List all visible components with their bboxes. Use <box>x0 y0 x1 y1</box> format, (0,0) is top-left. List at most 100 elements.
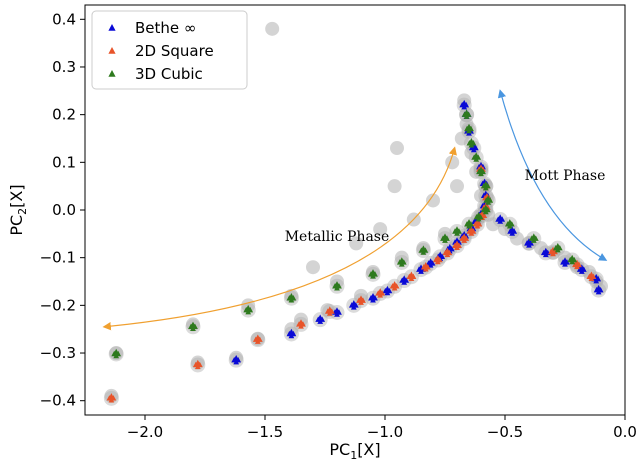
point-0-29-2 <box>562 257 568 263</box>
x-tick-label-4: 0.0 <box>613 423 637 441</box>
point-0-11-2 <box>446 243 453 250</box>
y-axis-ticks: −0.4 −0.3 −0.2 −0.1 0.0 0.1 0.2 0.3 0.4 <box>40 10 85 410</box>
point-0-27-2 <box>526 238 532 244</box>
point-2-5-3 <box>370 273 376 279</box>
point-2-2-2 <box>245 304 252 311</box>
point-1-10-3 <box>434 258 441 265</box>
point-1-9-2 <box>422 262 429 268</box>
point-2-18-3 <box>466 127 472 134</box>
point-2-11-2 <box>475 211 482 218</box>
point-2-10-3 <box>466 223 472 229</box>
point-2-0-2 <box>113 348 120 355</box>
point-2-20-2 <box>506 219 513 225</box>
point-1-4-3 <box>326 310 333 316</box>
point-2-2-3 <box>245 308 252 315</box>
point-2-7-3 <box>420 249 427 255</box>
point-2-1-3 <box>190 325 196 332</box>
point-0-1-3 <box>288 332 295 339</box>
x-tick-label-3: −0.5 <box>487 423 523 441</box>
point-2-20-3 <box>506 223 513 229</box>
point-1-3-3 <box>298 323 304 329</box>
legend-label-1: 2D Square <box>135 42 214 60</box>
point-2-21-2 <box>530 233 537 239</box>
point-0-5-2 <box>370 292 376 299</box>
point-2-22-2 <box>554 242 561 249</box>
y-tick-label-0: −0.4 <box>40 392 76 410</box>
cloud-point-7 <box>265 21 280 36</box>
point-0-9-3 <box>427 262 434 268</box>
point-2-7-2 <box>420 245 427 251</box>
legend-marker-0 <box>108 24 116 31</box>
point-0-0-3 <box>233 358 240 365</box>
point-1-2-3 <box>254 338 261 344</box>
point-0-4-2 <box>350 300 357 306</box>
point-0-32-2 <box>595 284 602 291</box>
cloud-point-18 <box>390 141 404 156</box>
point-0-5-3 <box>370 296 376 303</box>
annotation-0: Metallic Phase <box>285 229 390 245</box>
cloud-point-11 <box>306 260 320 275</box>
cloud-point-27 <box>454 131 469 146</box>
point-1-5-3 <box>358 299 364 305</box>
point-1-10-2 <box>434 254 441 261</box>
point-1-11-3 <box>444 251 451 258</box>
point-2-23-2 <box>569 254 576 261</box>
point-2-3-2 <box>288 292 295 299</box>
point-2-19-3 <box>463 113 470 119</box>
point-1-13-2 <box>461 233 468 239</box>
point-0-30-2 <box>578 264 585 270</box>
point-1-13-3 <box>461 237 468 243</box>
point-2-1-2 <box>190 321 196 328</box>
point-0-0-2 <box>233 354 240 361</box>
arrow-0 <box>102 146 457 331</box>
point-1-12-2 <box>454 240 460 246</box>
point-2-4-3 <box>334 285 340 291</box>
legend-label-0: Bethe ∞ <box>135 19 196 37</box>
point-2-10-2 <box>466 219 472 225</box>
point-1-12-3 <box>454 244 460 250</box>
point-0-8-3 <box>418 268 424 274</box>
point-1-21-2 <box>550 246 556 253</box>
point-2-5-2 <box>370 269 376 275</box>
annotation-1: Mott Phase <box>525 168 606 184</box>
cloud-point-19 <box>387 179 402 194</box>
point-1-14-3 <box>468 230 475 236</box>
y-tick-label-6: 0.2 <box>52 106 76 124</box>
point-2-9-3 <box>454 230 460 236</box>
legend-marker-1 <box>108 47 116 54</box>
point-1-8-2 <box>408 271 415 277</box>
point-1-15-3 <box>474 223 481 229</box>
point-1-22-3 <box>574 263 580 270</box>
point-0-24-2 <box>461 99 468 106</box>
point-0-2-2 <box>317 314 324 320</box>
point-0-21-3 <box>470 146 477 153</box>
point-1-3-2 <box>298 319 304 325</box>
y-tick-label-5: 0.1 <box>52 153 76 171</box>
point-2-19-2 <box>463 109 470 115</box>
point-0-24-3 <box>461 103 468 110</box>
point-2-8-3 <box>442 237 448 243</box>
x-axis-ticks: −2.0 −1.5 −1.0 −0.5 0.0 <box>127 415 637 441</box>
point-1-15-2 <box>474 219 481 225</box>
point-2-21-3 <box>530 237 537 243</box>
x-tick-label-1: −1.5 <box>247 423 283 441</box>
y-tick-label-3: −0.1 <box>40 249 76 267</box>
point-2-6-3 <box>398 261 405 267</box>
point-1-4-2 <box>326 306 333 312</box>
point-0-31-3 <box>593 277 600 284</box>
point-0-25-2 <box>497 214 504 220</box>
point-0-25-3 <box>497 218 504 224</box>
point-0-6-2 <box>384 285 391 292</box>
point-0-2-3 <box>317 318 324 324</box>
point-2-4-2 <box>334 281 340 287</box>
point-1-22-2 <box>574 259 580 266</box>
point-1-1-3 <box>194 363 201 370</box>
point-2-16-3 <box>473 156 480 162</box>
point-2-3-3 <box>288 296 295 303</box>
y-tick-label-1: −0.3 <box>40 344 76 362</box>
point-2-12-2 <box>482 204 489 211</box>
point-1-6-2 <box>377 288 384 294</box>
point-2-13-3 <box>485 199 492 205</box>
point-0-26-3 <box>509 230 516 236</box>
cloud-point-26 <box>450 179 464 194</box>
